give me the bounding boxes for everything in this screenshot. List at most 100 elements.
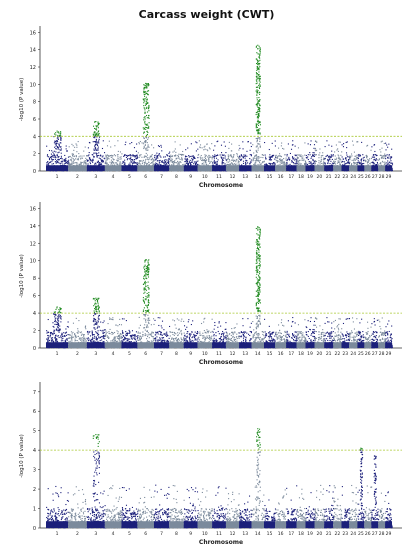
snp-point-peak: [257, 47, 259, 50]
snp-point: [65, 148, 67, 150]
snp-point: [85, 161, 87, 163]
snp-point-peak: [58, 311, 60, 313]
snp-point: [172, 164, 174, 166]
snp-point-peak: [255, 124, 257, 126]
snp-point: [47, 164, 49, 166]
snp-point-peak: [146, 296, 148, 298]
snp-point: [347, 160, 349, 162]
snp-point-peak: [258, 67, 260, 69]
snp-point: [125, 320, 127, 322]
snp-point: [64, 340, 66, 343]
snp-point: [295, 159, 297, 161]
snp-point: [54, 336, 56, 338]
snp-point: [183, 163, 185, 165]
snp-point: [255, 162, 257, 164]
snp-point: [145, 156, 148, 158]
snp-point-peak: [147, 85, 149, 87]
snp-point: [77, 141, 79, 143]
snp-point-peak: [147, 301, 149, 303]
snp-point: [324, 163, 326, 165]
snp-point: [373, 159, 375, 161]
snp-point: [111, 161, 113, 163]
snp-point-peak: [59, 308, 61, 310]
snp-point-peak: [255, 79, 257, 81]
snp-point: [274, 162, 276, 164]
snp-point-peak: [147, 273, 149, 276]
snp-point-peak: [258, 71, 260, 73]
snp-point: [95, 163, 97, 165]
snp-point: [327, 156, 330, 158]
snp-point: [249, 161, 252, 163]
snp-point: [241, 164, 243, 166]
snp-point-peak: [257, 137, 259, 139]
snp-point: [221, 152, 223, 154]
snp-point-peak: [256, 145, 258, 147]
snp-point: [344, 158, 346, 160]
snp-point-peak: [143, 132, 145, 134]
snp-point: [304, 163, 306, 166]
snp-point-peak: [56, 139, 58, 142]
x-tick-label: 12: [230, 174, 236, 180]
snp-point-peak: [259, 145, 261, 147]
snp-point: [257, 163, 259, 166]
snp-point: [288, 158, 290, 160]
snp-point: [306, 163, 309, 165]
snp-point-peak: [259, 99, 261, 101]
snp-point-peak: [256, 129, 258, 131]
snp-point: [101, 339, 103, 341]
snp-point-peak: [145, 85, 147, 87]
snp-point: [65, 162, 67, 164]
snp-point: [53, 154, 55, 156]
snp-point: [86, 331, 89, 333]
snp-point-peak: [143, 102, 145, 104]
snp-point: [89, 339, 91, 341]
snp-point: [376, 154, 378, 157]
snp-point: [250, 155, 252, 157]
snp-point: [188, 161, 190, 163]
snp-point: [129, 331, 131, 333]
snp-point-band: [275, 165, 287, 171]
snp-point: [105, 333, 107, 335]
snp-point: [132, 154, 134, 156]
snp-point: [371, 156, 373, 158]
snp-point: [357, 162, 359, 164]
snp-point: [315, 150, 317, 152]
snp-point: [277, 157, 279, 159]
snp-point: [82, 334, 84, 336]
snp-point-peak: [143, 314, 145, 316]
snp-point: [354, 158, 356, 160]
snp-point: [221, 162, 223, 164]
snp-point: [86, 159, 89, 161]
snp-point: [375, 158, 377, 160]
snp-point: [148, 341, 151, 343]
x-tick-label: 25: [358, 174, 364, 180]
snp-point: [276, 160, 278, 162]
snp-point-peak: [147, 149, 149, 151]
snp-point: [225, 152, 227, 154]
snp-point: [308, 162, 310, 164]
snp-point: [186, 158, 188, 160]
snp-point: [47, 334, 49, 337]
snp-point-peak: [258, 64, 260, 66]
snp-point: [182, 153, 184, 156]
snp-point: [130, 161, 132, 163]
snp-point-peak: [144, 298, 146, 300]
snp-point-peak: [147, 321, 149, 323]
snp-point-peak: [143, 283, 145, 285]
snp-point: [125, 332, 127, 334]
snp-point: [65, 145, 67, 147]
snp-point: [303, 159, 305, 162]
snp-point: [264, 156, 267, 158]
snp-point: [127, 339, 129, 341]
snp-point-peak: [59, 325, 61, 327]
snp-point-peak: [258, 60, 260, 62]
snp-point: [94, 162, 96, 164]
snp-point: [259, 163, 261, 165]
snp-point: [203, 164, 205, 166]
snp-point: [129, 158, 131, 160]
snp-point: [76, 331, 78, 334]
snp-point: [165, 161, 167, 163]
snp-point: [323, 158, 325, 160]
snp-point: [312, 155, 314, 157]
snp-point-peak: [55, 145, 57, 147]
